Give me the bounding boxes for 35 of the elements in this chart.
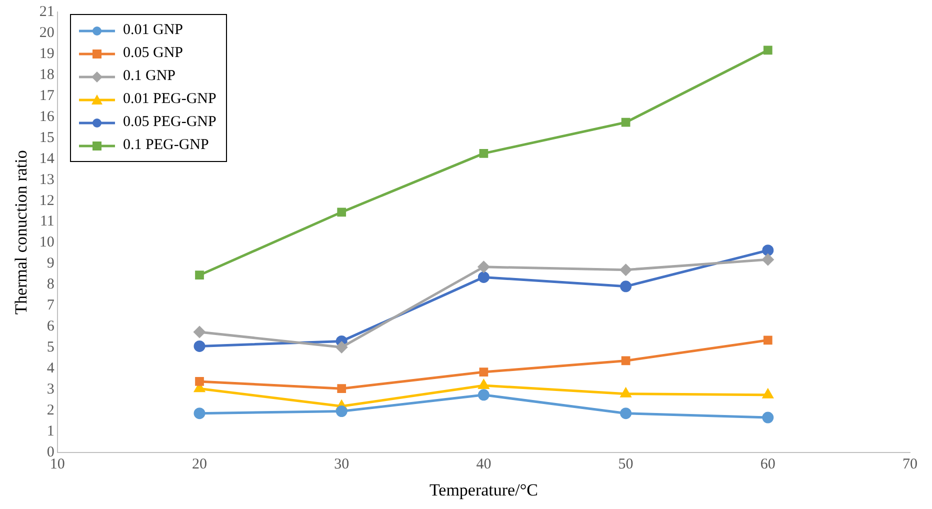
y-tick-label: 5 bbox=[46, 340, 54, 356]
y-tick-label: 7 bbox=[46, 298, 55, 314]
y-tick-label: 10 bbox=[39, 234, 54, 251]
legend-label: 0.1 GNP bbox=[123, 68, 176, 85]
y-tick-label: 20 bbox=[39, 24, 54, 41]
y-tick-label: 11 bbox=[40, 214, 54, 230]
y-tick-label: 9 bbox=[46, 256, 54, 272]
y-tick-label: 15 bbox=[39, 130, 54, 146]
y-tick-label: 8 bbox=[46, 276, 54, 293]
y-tick-label: 3 bbox=[46, 382, 54, 398]
legend-label: 0.01 GNP bbox=[123, 22, 184, 39]
x-tick-label: 60 bbox=[760, 456, 776, 473]
y-tick-label: 12 bbox=[39, 192, 54, 209]
legend-label: 0.05 PEG-GNP bbox=[123, 114, 216, 131]
y-tick-label: 1 bbox=[46, 424, 54, 440]
y-tick-label: 18 bbox=[39, 66, 54, 83]
legend-label: 0.05 GNP bbox=[123, 45, 184, 62]
x-tick-label: 30 bbox=[334, 456, 350, 473]
x-tick-label: 50 bbox=[618, 456, 634, 473]
y-tick-label: 6 bbox=[46, 318, 55, 335]
y-tick-label: 21 bbox=[39, 4, 54, 20]
legend-label: 0.1 PEG-GNP bbox=[123, 137, 209, 154]
x-tick-label: 70 bbox=[902, 456, 918, 473]
y-tick-label: 2 bbox=[46, 402, 54, 419]
y-tick-label: 19 bbox=[39, 46, 54, 62]
y-axis-title: Thermal conuction ratio bbox=[12, 150, 31, 314]
y-tick-label: 17 bbox=[39, 88, 55, 104]
legend-label: 0.01 PEG-GNP bbox=[123, 91, 216, 108]
y-tick-label: 14 bbox=[39, 150, 55, 167]
x-axis-title: Temperature/°C bbox=[429, 480, 538, 500]
x-tick-label: 20 bbox=[192, 456, 207, 473]
y-tick-label: 13 bbox=[39, 172, 54, 188]
x-tick-label: 40 bbox=[476, 456, 492, 473]
y-tick-label: 16 bbox=[39, 108, 55, 125]
y-tick-label: 4 bbox=[46, 360, 55, 377]
